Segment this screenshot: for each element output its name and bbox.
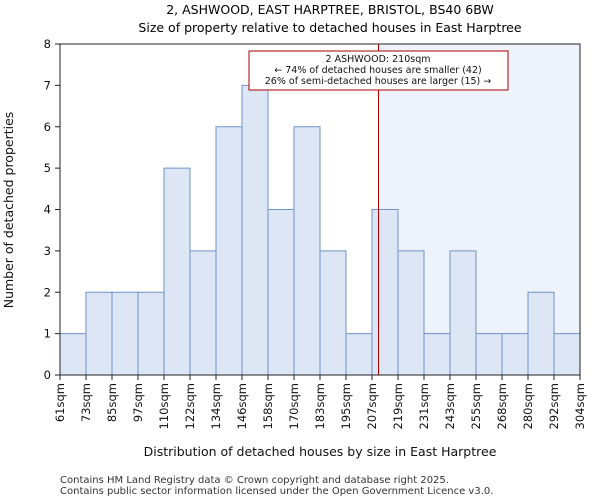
bar-207sqm: [371, 209, 399, 376]
bar-183sqm: [319, 250, 347, 376]
x-tick-label: 146sqm: [235, 383, 249, 429]
bars-group: [59, 84, 581, 376]
y-tick-label: 6: [44, 120, 51, 134]
y-tick-label: 2: [44, 285, 51, 299]
bar-97sqm: [137, 291, 165, 376]
annotation-line-1: 2 ASHWOOD: 210sqm: [326, 54, 431, 65]
x-tick-label: 207sqm: [365, 383, 379, 429]
x-tick-label: 158sqm: [261, 383, 275, 429]
y-tick-label: 4: [44, 203, 51, 217]
x-tick-label: 268sqm: [495, 383, 509, 429]
bar-219sqm: [397, 250, 425, 376]
footer-line-1: Contains HM Land Registry data © Crown c…: [60, 475, 449, 486]
annotation-border: [248, 50, 509, 91]
chart-subtitle: Size of property relative to detached ho…: [138, 20, 521, 35]
x-tick-label: 292sqm: [547, 383, 561, 429]
bar-110sqm: [163, 167, 191, 376]
bar-231sqm: [423, 333, 451, 376]
x-tick-label: 195sqm: [339, 383, 353, 429]
y-tick-label: 0: [44, 368, 51, 382]
x-tick-label: 61sqm: [53, 383, 67, 422]
x-tick-label: 183sqm: [313, 383, 327, 429]
y-axis-label: Number of detached properties: [1, 112, 16, 309]
x-tick-label: 73sqm: [79, 383, 93, 422]
x-tick-label: 110sqm: [157, 383, 171, 429]
y-axis-ticks: 0 1 2 3 4 5 6 7 8: [44, 37, 60, 382]
x-tick-label: 255sqm: [469, 383, 483, 429]
x-tick-label: 170sqm: [287, 383, 301, 429]
y-tick-label: 3: [44, 244, 51, 258]
y-tick-label: 1: [44, 327, 51, 341]
annotation-box: 2 ASHWOOD: 210sqm ← 74% of detached hous…: [248, 50, 509, 91]
annotation-line-2: ← 74% of detached houses are smaller (42…: [274, 65, 481, 76]
bar-134sqm: [215, 126, 243, 376]
x-tick-label: 134sqm: [209, 383, 223, 429]
x-tick-label: 304sqm: [573, 383, 587, 429]
bar-195sqm: [345, 333, 373, 376]
annotation-line-3: 26% of semi-detached houses are larger (…: [265, 76, 492, 87]
bar-280sqm: [527, 291, 555, 376]
chart-title: 2, ASHWOOD, EAST HARPTREE, BRISTOL, BS40…: [166, 2, 494, 17]
x-tick-label: 97sqm: [131, 383, 145, 422]
bar-170sqm: [293, 126, 321, 376]
footer-line-2: Contains public sector information licen…: [60, 486, 494, 497]
y-tick-label: 8: [44, 37, 51, 51]
x-tick-label: 85sqm: [105, 383, 119, 422]
x-axis-label: Distribution of detached houses by size …: [144, 444, 497, 459]
bar-268sqm: [501, 333, 529, 376]
x-axis-ticks: 61sqm 73sqm 85sqm 97sqm 110sqm 122sqm 134sqm 14…: [53, 375, 587, 429]
y-tick-label: 5: [44, 161, 51, 175]
bar-158sqm: [267, 209, 295, 376]
bar-243sqm: [449, 250, 477, 376]
bar-73sqm: [85, 291, 113, 376]
x-tick-label: 122sqm: [183, 383, 197, 429]
x-tick-label: 280sqm: [521, 383, 535, 429]
bar-85sqm: [111, 291, 139, 376]
x-tick-label: 231sqm: [417, 383, 431, 429]
bar-255sqm: [475, 333, 503, 376]
y-tick-label: 7: [44, 78, 51, 92]
bar-146sqm: [241, 84, 269, 376]
bar-122sqm: [189, 250, 217, 376]
bar-61sqm: [59, 333, 87, 376]
bar-292sqm: [553, 333, 581, 376]
x-tick-label: 219sqm: [391, 383, 405, 429]
x-tick-label: 243sqm: [443, 383, 457, 429]
